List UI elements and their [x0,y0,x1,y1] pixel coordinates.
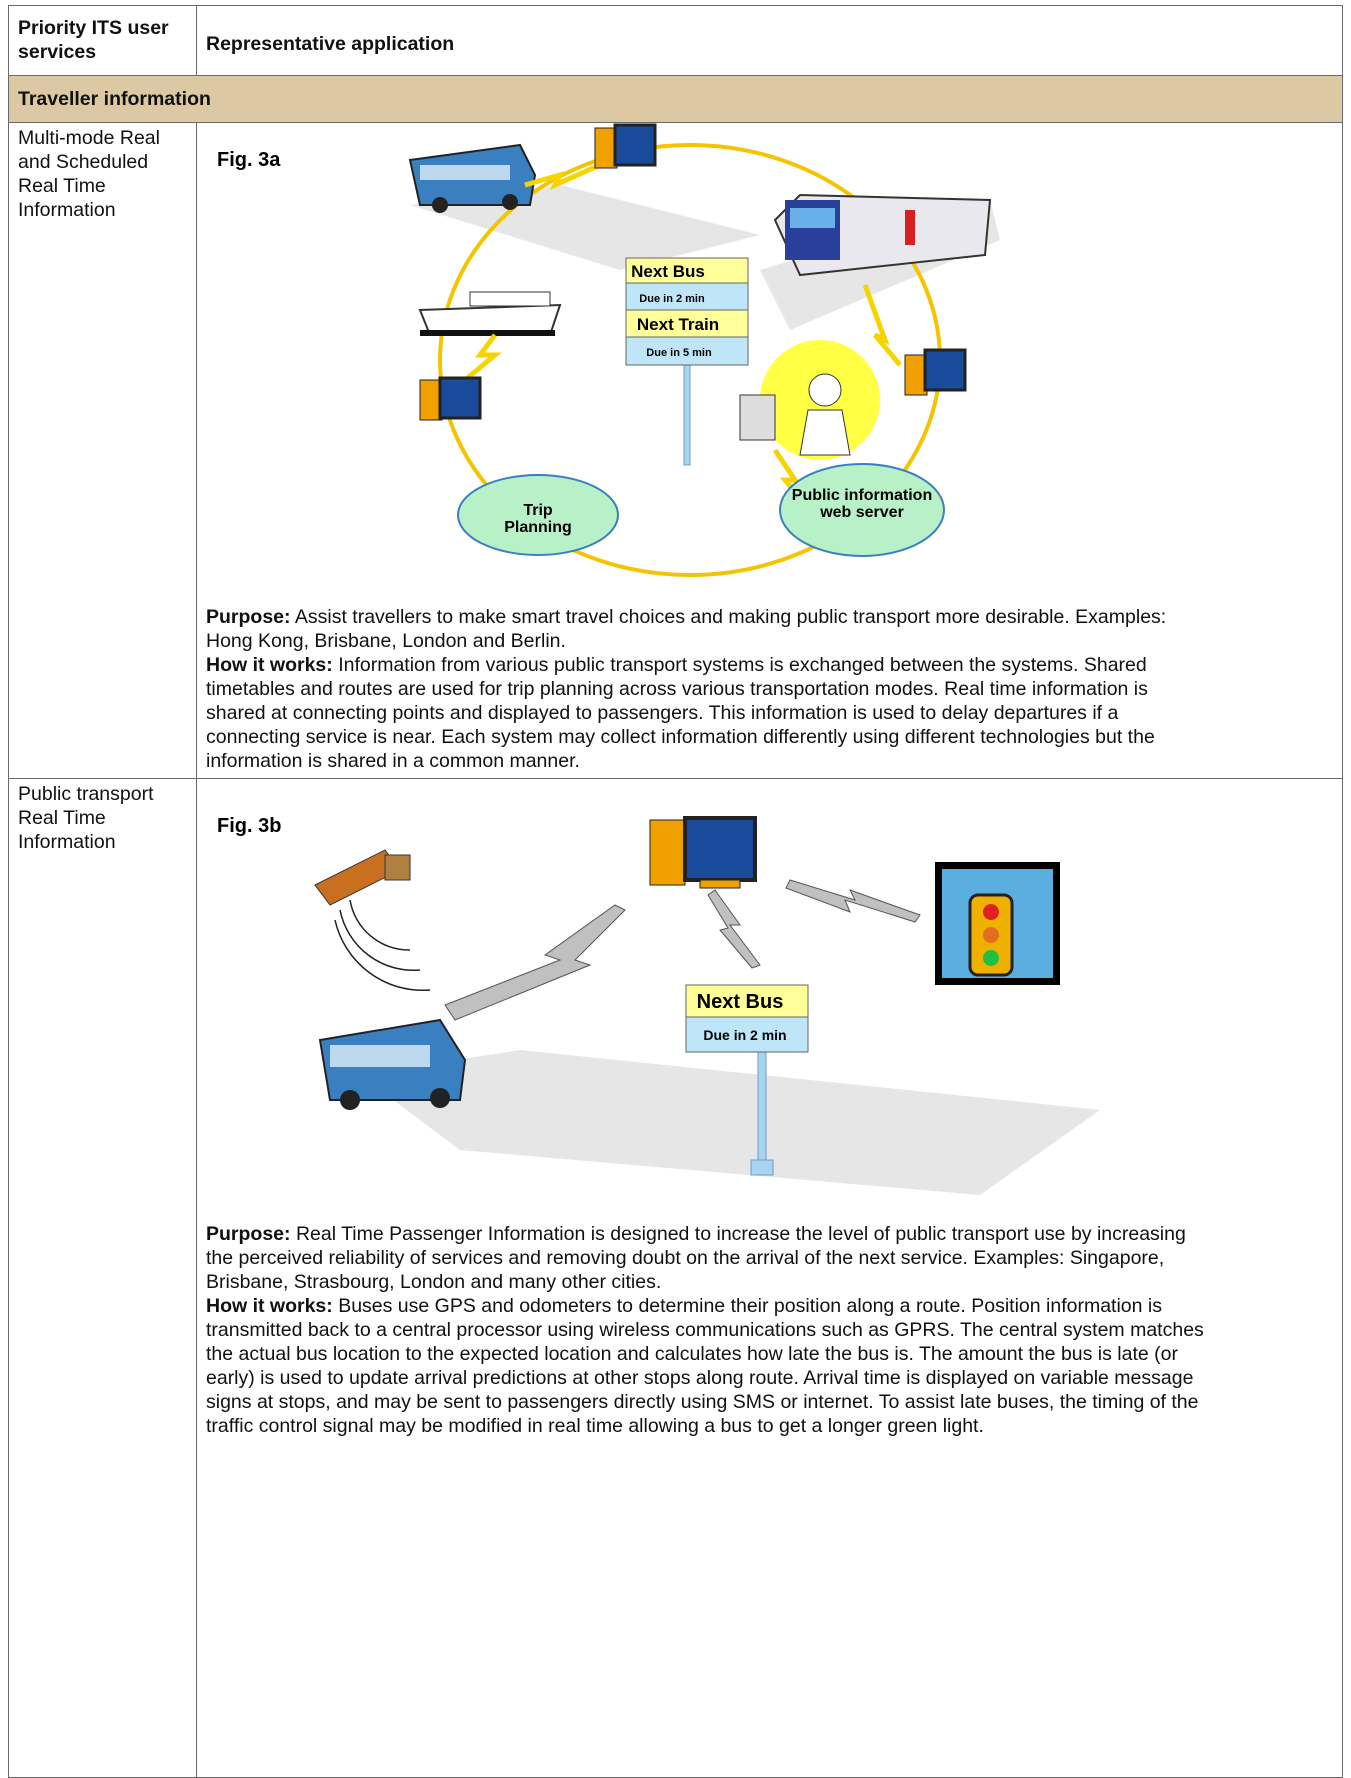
sign: Next Bus Due in 2 min Next Train Due in … [625,257,749,466]
signal [444,904,626,1021]
bubble-text: Public information web server [792,487,932,521]
computer [649,816,757,889]
traffic-light [935,862,1060,985]
signal [707,889,761,969]
label: How it works: [206,654,333,676]
header-text: Priority ITS user services [18,17,169,63]
figure-label: Fig. 3a [217,149,281,171]
bubble-text: Trip Planning [504,502,572,536]
section-title: Traveller information [18,88,211,110]
sign-text: Next Bus [697,991,784,1013]
label: Purpose: [206,1223,291,1245]
signal [524,162,602,191]
computer [419,376,482,421]
computer [904,348,967,396]
how-it-works: Buses use GPS and odometers to determine… [206,1295,1204,1437]
how-it-works: Information from various public transpor… [206,654,1155,772]
service-name: Multi-mode Real and Scheduled Real Time … [18,127,160,221]
signal [785,879,921,923]
sign-text: Next Bus [631,262,705,281]
person [739,340,880,460]
ferry [418,291,562,336]
purpose: Real Time Passenger Information is desig… [206,1223,1186,1293]
label: How it works: [206,1295,333,1317]
satellite [314,849,431,992]
sign: Next Bus Due in 2 min [685,984,809,1176]
figure-3b: Fig. 3b Ne [217,815,1100,1195]
bus [318,1018,467,1110]
bus [408,143,537,213]
description: Purpose: Assist travellers to make smart… [206,605,1206,773]
signal [862,284,902,367]
bubble [779,463,945,557]
signal [463,333,502,382]
sign-text: Due in 2 min [639,293,705,305]
label: Purpose: [206,606,291,628]
sign-text: Due in 5 min [646,347,712,359]
description: Purpose: Real Time Passenger Information… [206,1222,1206,1438]
purpose: Assist travellers to make smart travel c… [206,606,1167,652]
service-name: Public transport Real Time Information [18,783,154,853]
figure-3a: Fig. 3a [217,123,1000,577]
bubble [457,474,619,556]
road [360,1050,1100,1195]
header-text: Representative application [206,33,455,55]
road [410,185,760,270]
train [773,193,992,277]
computer [594,123,657,169]
sign-text: Due in 2 min [703,1027,786,1043]
sign-text: Next Train [637,315,719,334]
figure-label: Fig. 3b [217,815,281,837]
